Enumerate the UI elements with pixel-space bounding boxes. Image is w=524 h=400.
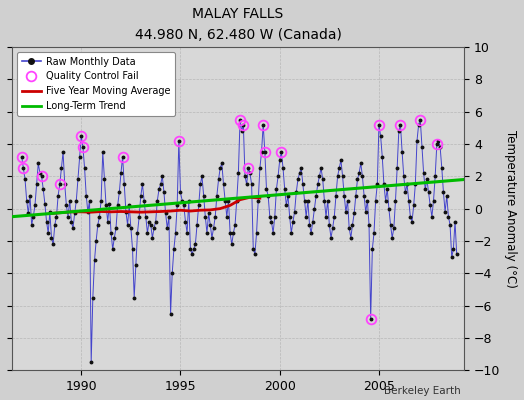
Y-axis label: Temperature Anomaly (°C): Temperature Anomaly (°C) — [504, 130, 517, 288]
Text: Berkeley Earth: Berkeley Earth — [385, 386, 461, 396]
Title: MALAY FALLS
44.980 N, 62.480 W (Canada): MALAY FALLS 44.980 N, 62.480 W (Canada) — [135, 7, 342, 42]
Legend: Raw Monthly Data, Quality Control Fail, Five Year Moving Average, Long-Term Tren: Raw Monthly Data, Quality Control Fail, … — [17, 52, 175, 116]
